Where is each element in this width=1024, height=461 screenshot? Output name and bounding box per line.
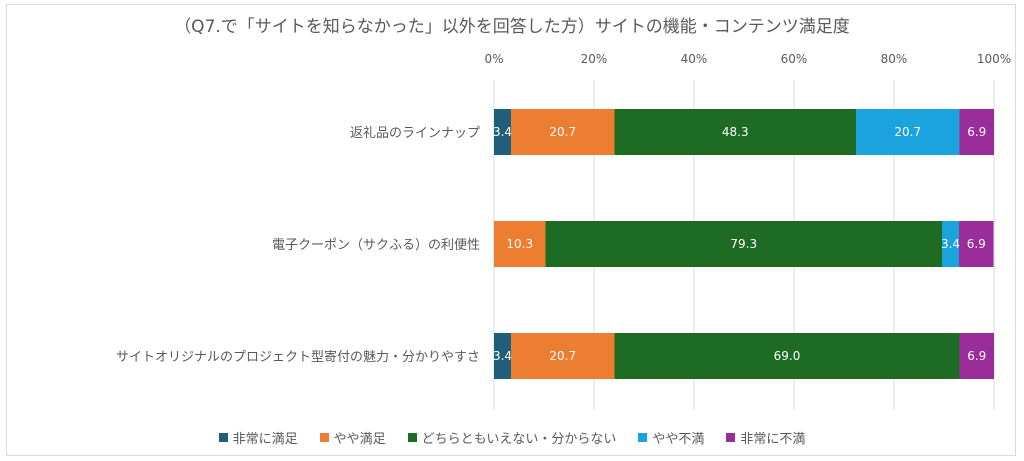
bar-segment bbox=[511, 333, 615, 379]
legend-swatch bbox=[407, 433, 417, 442]
data-label: 3.4 bbox=[941, 237, 960, 251]
legend-item: 非常に不満 bbox=[726, 428, 805, 447]
data-label: 10.3 bbox=[506, 237, 533, 251]
chart-title: （Q7.で「サイトを知らなかった」以外を回答した方）サイトの機能・コンテンツ満足… bbox=[174, 17, 850, 37]
bar-segment bbox=[856, 109, 960, 155]
chart-frame bbox=[6, 4, 1016, 456]
data-label: 3.4 bbox=[493, 349, 512, 363]
data-label: 69.0 bbox=[774, 349, 801, 363]
legend-swatch bbox=[638, 433, 648, 442]
data-label: 6.9 bbox=[967, 125, 986, 139]
bar-segment bbox=[614, 333, 960, 379]
x-tick-label: 60% bbox=[781, 52, 808, 66]
data-label: 48.3 bbox=[722, 125, 749, 139]
chart-legend: 非常に満足 やや満足 どちらともいえない・分からない やや不満 非常に不満 bbox=[0, 428, 1024, 447]
legend-label: 非常に満足 bbox=[232, 432, 298, 447]
bar-segment bbox=[494, 109, 511, 155]
legend-item: やや不満 bbox=[638, 428, 704, 447]
bar-segment bbox=[959, 221, 994, 267]
bar-segment bbox=[511, 109, 615, 155]
legend-item: やや満足 bbox=[319, 428, 386, 447]
legend-swatch bbox=[319, 433, 329, 442]
legend-label: どちらともいえない・分からない bbox=[421, 432, 617, 447]
data-label: 20.7 bbox=[549, 349, 576, 363]
x-tick-label: 40% bbox=[681, 52, 708, 66]
category-label: 電子クーポン（サクふる）の利便性 bbox=[272, 238, 480, 253]
bar-segment bbox=[494, 333, 511, 379]
x-tick-label: 80% bbox=[881, 52, 908, 66]
bar-segment bbox=[942, 221, 959, 267]
category-label: サイトオリジナルのプロジェクト型寄付の魅力・分かりやすさ bbox=[116, 349, 480, 365]
data-label: 3.4 bbox=[493, 125, 512, 139]
data-label: 20.7 bbox=[894, 125, 921, 139]
bar-segment bbox=[614, 109, 856, 155]
legend-item: どちらともいえない・分からない bbox=[407, 428, 617, 447]
x-tick-label: 20% bbox=[581, 52, 608, 66]
legend-label: 非常に不満 bbox=[740, 432, 806, 447]
legend-label: やや満足 bbox=[333, 432, 386, 447]
category-label: 返礼品のラインナップ bbox=[350, 125, 480, 141]
x-tick-label: 0% bbox=[484, 52, 503, 66]
x-tick-label: 100% bbox=[977, 52, 1011, 66]
data-label: 6.9 bbox=[967, 237, 986, 251]
legend-label: やや不満 bbox=[652, 432, 705, 447]
data-label: 20.7 bbox=[549, 125, 576, 139]
data-label: 79.3 bbox=[730, 237, 757, 251]
bar-segment bbox=[494, 221, 546, 267]
legend-swatch bbox=[726, 433, 736, 442]
bar-segment bbox=[545, 221, 942, 267]
legend-swatch bbox=[218, 433, 228, 442]
data-label: 6.9 bbox=[967, 349, 986, 363]
bar-segment bbox=[959, 333, 994, 379]
bar-segment bbox=[959, 109, 994, 155]
legend-item: 非常に満足 bbox=[218, 428, 298, 447]
